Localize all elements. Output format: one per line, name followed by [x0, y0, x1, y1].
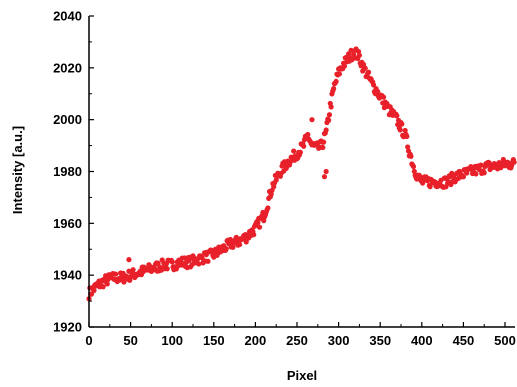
- data-point: [341, 63, 348, 69]
- data-point: [265, 205, 271, 211]
- data-point: [333, 78, 339, 85]
- data-point: [301, 143, 307, 149]
- data-point: [365, 69, 372, 75]
- x-tick-label: 150: [203, 333, 225, 348]
- x-tick-label: 200: [245, 333, 267, 348]
- data-point: [397, 127, 403, 133]
- data-point: [478, 162, 484, 168]
- data-point: [464, 170, 470, 176]
- data-point: [405, 144, 411, 150]
- data-point: [328, 104, 334, 110]
- data-point: [291, 148, 297, 154]
- y-tick-label: 1960: [53, 216, 82, 231]
- y-tick-label: 2040: [53, 9, 82, 24]
- y-tick-label: 2000: [53, 112, 82, 127]
- data-point: [88, 291, 95, 297]
- data-point: [305, 131, 311, 138]
- x-tick-label: 500: [494, 333, 516, 348]
- data-point: [331, 86, 337, 92]
- y-tick-label: 1940: [53, 268, 82, 283]
- x-tick-label: 250: [286, 333, 308, 348]
- data-point: [309, 117, 315, 123]
- data-point: [104, 281, 110, 287]
- data-point: [126, 257, 132, 263]
- data-point: [91, 287, 97, 294]
- data-point: [205, 258, 211, 264]
- x-tick-label: 450: [453, 333, 475, 348]
- data-point: [230, 244, 236, 250]
- x-tick-label: 50: [123, 333, 137, 348]
- data-point: [223, 246, 229, 252]
- data-point: [323, 168, 329, 175]
- data-point: [380, 94, 387, 100]
- x-axis-title: Pixel: [287, 368, 317, 383]
- data-point: [336, 71, 343, 77]
- data-point: [427, 184, 433, 190]
- data-point: [100, 284, 106, 290]
- y-tick-label: 2020: [53, 60, 82, 75]
- data-point: [273, 177, 279, 183]
- data-point: [326, 112, 333, 118]
- data-point: [481, 170, 487, 176]
- data-point: [297, 149, 303, 155]
- data-point: [323, 127, 329, 133]
- data-point: [370, 82, 377, 88]
- data-point: [511, 159, 517, 165]
- data-point: [287, 159, 293, 165]
- y-tick-label: 1980: [53, 164, 82, 179]
- tick-labels: 0 50 100 150 200 250 300 350 400 450 500 1920 1940 19…: [53, 9, 516, 349]
- x-tick-label: 350: [369, 333, 391, 348]
- data-point: [169, 259, 175, 265]
- data-point: [394, 113, 400, 119]
- data-point: [268, 191, 274, 197]
- data-points: [86, 46, 517, 302]
- data-point: [130, 267, 136, 273]
- data-point: [271, 184, 277, 190]
- x-tick-label: 100: [161, 333, 183, 348]
- data-point: [399, 121, 405, 127]
- data-point: [251, 232, 257, 238]
- data-point: [362, 65, 368, 71]
- data-point: [155, 260, 161, 266]
- y-tick-label: 1920: [53, 320, 82, 335]
- x-tick-label: 300: [328, 333, 350, 348]
- data-point: [356, 52, 363, 58]
- data-point: [256, 224, 263, 230]
- data-point: [348, 47, 354, 53]
- data-point: [404, 133, 410, 140]
- y-axis-title: Intensity [a.u.]: [10, 126, 25, 214]
- x-tick-label: 0: [85, 333, 92, 348]
- data-point: [460, 174, 467, 180]
- data-point: [321, 139, 327, 145]
- data-point: [410, 163, 417, 170]
- data-point: [402, 127, 408, 134]
- data-point: [320, 144, 326, 151]
- data-point: [113, 271, 119, 277]
- data-point: [196, 261, 202, 267]
- x-tick-label: 400: [411, 333, 433, 348]
- data-point: [411, 168, 417, 174]
- data-point: [255, 220, 261, 226]
- data-point: [237, 241, 243, 248]
- data-point: [473, 171, 479, 177]
- data-point: [408, 153, 414, 159]
- data-point: [326, 117, 332, 123]
- data-point: [164, 266, 170, 272]
- data-point: [321, 174, 328, 180]
- tick-marks: [88, 15, 506, 328]
- data-point: [233, 234, 239, 240]
